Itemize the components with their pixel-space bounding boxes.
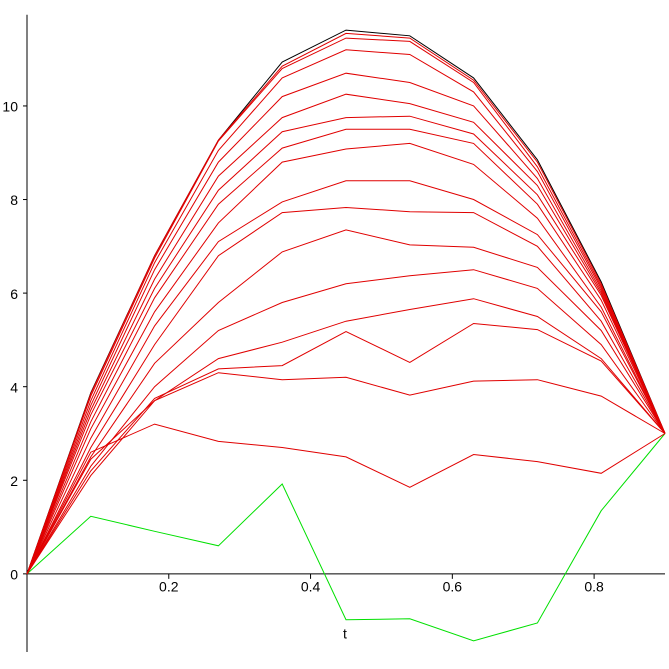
y-tick-label: 8 bbox=[10, 192, 18, 208]
series-line bbox=[26, 142, 666, 575]
series-line bbox=[26, 49, 666, 575]
x-tick-label: 0.8 bbox=[584, 579, 604, 595]
x-tick-label: 0.6 bbox=[443, 579, 463, 595]
series-line bbox=[26, 298, 666, 575]
series-line bbox=[26, 180, 666, 575]
x-tick-label: 0.4 bbox=[301, 579, 321, 595]
series-line bbox=[26, 29, 666, 575]
y-tick-label: 6 bbox=[10, 286, 18, 302]
series-line bbox=[26, 322, 666, 575]
series-line bbox=[26, 372, 666, 575]
series-line bbox=[26, 269, 666, 575]
series-line bbox=[26, 423, 666, 575]
series-line bbox=[26, 37, 666, 575]
series-line bbox=[26, 72, 666, 575]
y-tick-label: 10 bbox=[2, 99, 18, 115]
y-tick-label: 4 bbox=[10, 379, 18, 395]
series-line bbox=[26, 32, 666, 575]
series-line bbox=[26, 93, 666, 575]
series-line bbox=[26, 128, 666, 575]
y-tick-label: 2 bbox=[10, 473, 18, 489]
series-line bbox=[26, 206, 666, 575]
series-line bbox=[26, 115, 666, 575]
x-axis-label: t bbox=[343, 626, 347, 642]
x-tick-label: 0.2 bbox=[159, 579, 179, 595]
series-line bbox=[26, 433, 666, 642]
y-tick-label: 0 bbox=[10, 567, 18, 583]
series-line bbox=[26, 229, 666, 575]
